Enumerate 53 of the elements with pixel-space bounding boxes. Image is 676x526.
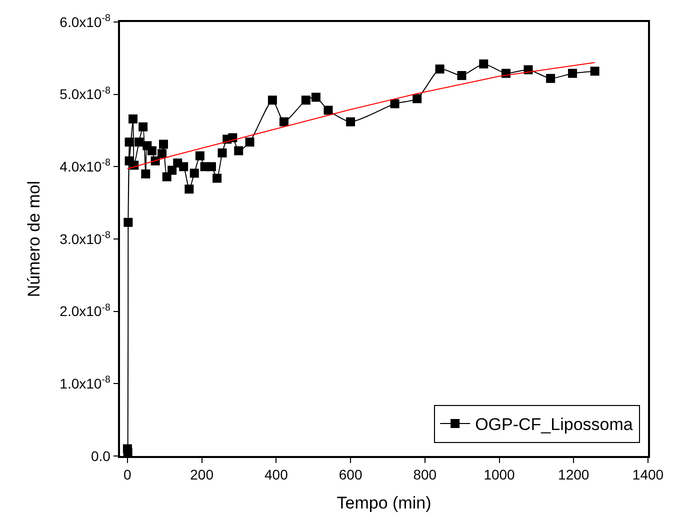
point <box>195 151 204 160</box>
point <box>546 74 556 83</box>
point <box>435 64 444 74</box>
point <box>124 138 134 147</box>
point <box>390 99 400 108</box>
point <box>234 146 244 156</box>
y-axis-title: Número de mol <box>24 180 44 298</box>
point <box>138 122 148 132</box>
point <box>123 448 132 456</box>
line-series <box>126 62 596 170</box>
point <box>168 166 177 175</box>
point <box>190 168 199 178</box>
point <box>346 117 356 126</box>
point <box>184 184 194 194</box>
x-tick-label: 800 <box>413 466 437 483</box>
point <box>268 96 277 105</box>
point <box>479 59 488 68</box>
y-tick-label: 0.0 <box>90 448 111 464</box>
point <box>159 140 168 149</box>
point <box>134 138 144 147</box>
point <box>158 149 167 158</box>
x-tick-label: 600 <box>338 466 362 483</box>
point <box>128 114 138 124</box>
point <box>301 96 310 105</box>
x-tick-label: 1200 <box>558 466 590 483</box>
point <box>147 146 156 156</box>
y-tick-label: 5.0x10$^{-8}$ <box>60 85 111 102</box>
y-tick-label: 1.0x10$^{-8}$ <box>60 374 111 392</box>
y-tick-label: 3.0x10$^{-8}$ <box>60 230 111 247</box>
point <box>568 68 578 78</box>
point <box>412 94 422 104</box>
x-tick-label: 400 <box>264 466 288 483</box>
x-tick-label: 1400 <box>632 466 664 483</box>
point <box>324 106 333 115</box>
point <box>590 66 600 76</box>
point <box>457 71 466 80</box>
y-tick-label: 2.0x10$^{-8}$ <box>60 302 111 320</box>
point <box>245 138 254 147</box>
point <box>141 169 150 178</box>
point <box>212 174 222 183</box>
point <box>179 162 188 172</box>
y-tick-label: 6.0x10$^{-8}$ <box>60 13 111 30</box>
point <box>311 92 320 102</box>
point <box>218 148 227 158</box>
point <box>279 117 288 126</box>
x-tick-label: 1000 <box>484 466 516 483</box>
x-tick-label: 200 <box>190 466 214 483</box>
legend-label: OGP-CF_Lipossoma <box>475 415 634 434</box>
y-tick-label: 4.0x10$^{-8}$ <box>60 158 111 175</box>
x-axis-title: Tempo (min) <box>336 493 432 512</box>
point <box>124 218 133 227</box>
x-tick-label: 0 <box>124 466 132 483</box>
point <box>206 162 216 172</box>
